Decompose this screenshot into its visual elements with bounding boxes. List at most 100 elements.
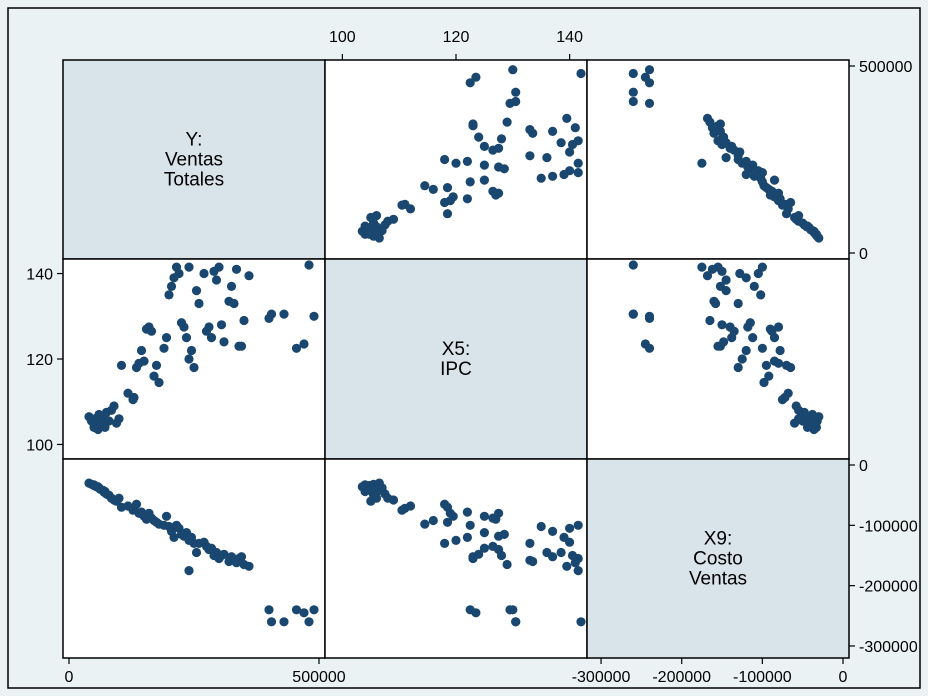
data-point [565,537,575,547]
data-point [576,68,586,79]
data-point [749,281,759,291]
tick-label: 500000 [859,59,912,76]
data-point [525,555,535,565]
cell-2-0 [62,458,326,659]
data-point [474,132,484,142]
data-point [139,356,149,366]
tick-label: 120 [443,29,470,46]
data-point [442,517,453,527]
data-point [508,605,518,615]
data-point [264,605,274,615]
data-point [189,362,199,373]
data-point [570,123,580,133]
data-point [536,521,546,532]
cell-1-2 [586,258,850,460]
data-point [711,298,721,309]
data-point [136,345,147,356]
data-point [769,333,780,343]
data-point [733,362,743,373]
data-point [174,268,184,279]
data-point [536,173,546,183]
data-point [451,535,461,546]
data-point [794,414,804,424]
data-point [741,345,751,356]
tick-label: 140 [26,267,53,284]
data-point [725,322,735,332]
data-point [502,117,512,127]
tick-label: 0 [65,669,74,686]
data-point [149,371,159,381]
data-point [462,194,472,204]
data-point [628,260,638,270]
data-point [809,226,819,236]
data-point [479,528,489,538]
data-point [206,333,217,343]
data-point [239,315,249,326]
cell-0-1 [324,59,588,260]
tick-label: 0 [859,246,868,263]
data-point [488,186,498,196]
data-point [266,617,277,627]
data-point [548,552,558,562]
data-point [166,281,177,291]
data-point [440,499,450,509]
data-point [727,333,737,343]
data-point [93,424,103,435]
variable-label-line: X9: [704,529,733,550]
data-point [214,262,224,272]
data-point [479,160,489,170]
data-point [715,341,726,351]
data-point [462,532,472,543]
data-point [405,204,416,214]
data-point [465,177,475,187]
data-point [186,345,197,356]
data-point [705,315,715,326]
variable-label-line: Totales [164,170,224,191]
data-point [211,275,222,285]
data-point [565,166,575,176]
data-point [697,158,707,168]
cell-1-0 [62,258,326,460]
data-point [204,322,214,332]
data-point [191,547,202,558]
cell-2-1 [324,458,588,659]
tick-label: 0 [859,458,868,475]
data-point [299,608,309,618]
tick-label: 140 [556,29,583,46]
data-point [525,125,535,135]
tick-label: -300000 [572,669,631,686]
data-point [756,290,766,300]
data-point [573,520,583,530]
data-point [502,559,512,570]
data-point [644,311,655,321]
data-point [573,158,583,168]
data-point [428,184,438,194]
data-point [219,337,229,347]
data-point [562,561,572,571]
variable-label-line: X5: [442,339,471,360]
variable-label-line: IPC [440,359,472,380]
data-point [496,550,507,561]
data-point [471,608,481,618]
data-point [777,200,788,210]
data-point [759,377,769,388]
data-point [309,605,319,615]
data-point [640,339,651,349]
data-point [576,617,586,627]
data-point [114,493,124,503]
data-point [737,354,747,364]
data-point [244,271,254,281]
data-point [565,147,575,157]
diagonal-cell-bg [586,458,850,659]
data-point [448,192,458,202]
data-point [388,214,399,224]
data-point [229,298,239,309]
data-point [764,371,774,381]
data-point [508,65,518,75]
data-point [465,520,475,530]
variable-label-line: Ventas [689,569,747,590]
tick-label: 100 [329,29,356,46]
data-point [573,566,583,576]
data-point [440,538,450,549]
data-point [479,543,489,553]
